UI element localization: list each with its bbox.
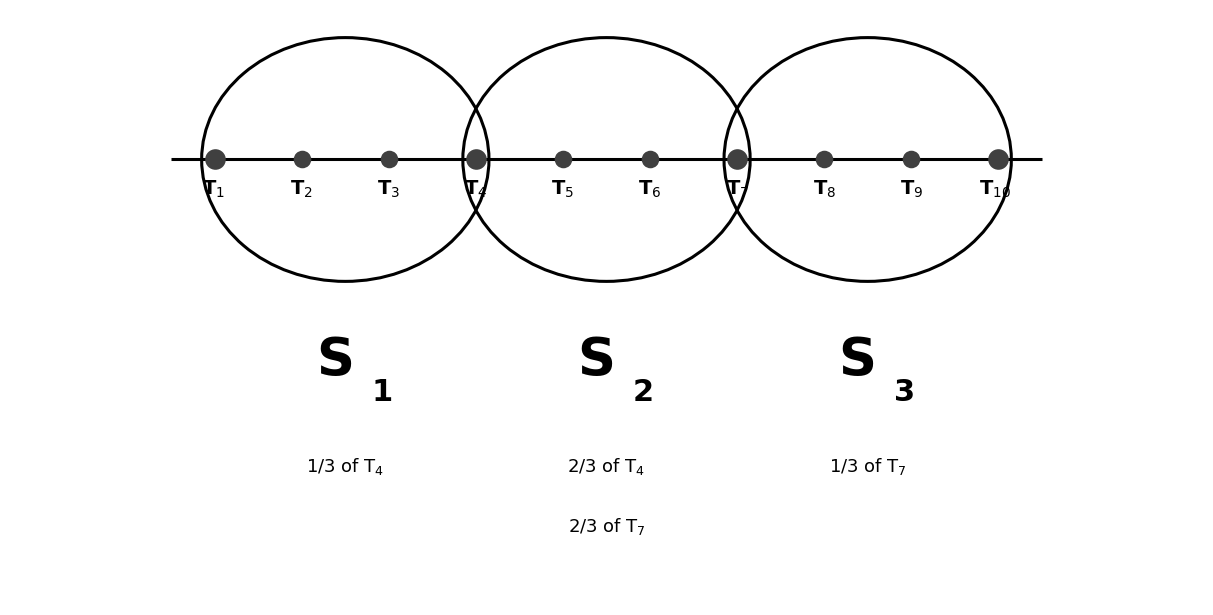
- Point: [814, 154, 833, 164]
- Text: 1: 1: [371, 378, 393, 407]
- Text: 2/3 of T$_7$: 2/3 of T$_7$: [568, 517, 645, 538]
- Text: S: S: [577, 335, 615, 387]
- Text: 2: 2: [632, 378, 654, 407]
- Point: [205, 154, 224, 164]
- Point: [292, 154, 312, 164]
- Text: T$_{3}$: T$_{3}$: [377, 178, 400, 200]
- Text: T$_{9}$: T$_{9}$: [900, 178, 923, 200]
- Text: S: S: [315, 335, 354, 387]
- Text: T$_{1}$: T$_{1}$: [201, 178, 224, 200]
- Point: [728, 154, 747, 164]
- Text: T$_{10}$: T$_{10}$: [979, 178, 1012, 200]
- Point: [640, 154, 660, 164]
- Text: 1/3 of T$_4$: 1/3 of T$_4$: [306, 456, 385, 477]
- Text: 3: 3: [894, 378, 915, 407]
- Text: 2/3 of T$_4$: 2/3 of T$_4$: [568, 456, 645, 477]
- Text: T$_{6}$: T$_{6}$: [638, 178, 661, 200]
- Point: [466, 154, 485, 164]
- Text: T$_{4}$: T$_{4}$: [465, 178, 488, 200]
- Text: T$_{5}$: T$_{5}$: [552, 178, 575, 200]
- Text: T$_{2}$: T$_{2}$: [290, 178, 313, 200]
- Point: [553, 154, 573, 164]
- Text: T$_{8}$: T$_{8}$: [813, 178, 836, 200]
- Point: [901, 154, 921, 164]
- Text: T$_{7}$: T$_{7}$: [725, 178, 748, 200]
- Text: S: S: [838, 335, 876, 387]
- Point: [989, 154, 1008, 164]
- Text: 1/3 of T$_7$: 1/3 of T$_7$: [828, 456, 906, 477]
- Point: [380, 154, 399, 164]
